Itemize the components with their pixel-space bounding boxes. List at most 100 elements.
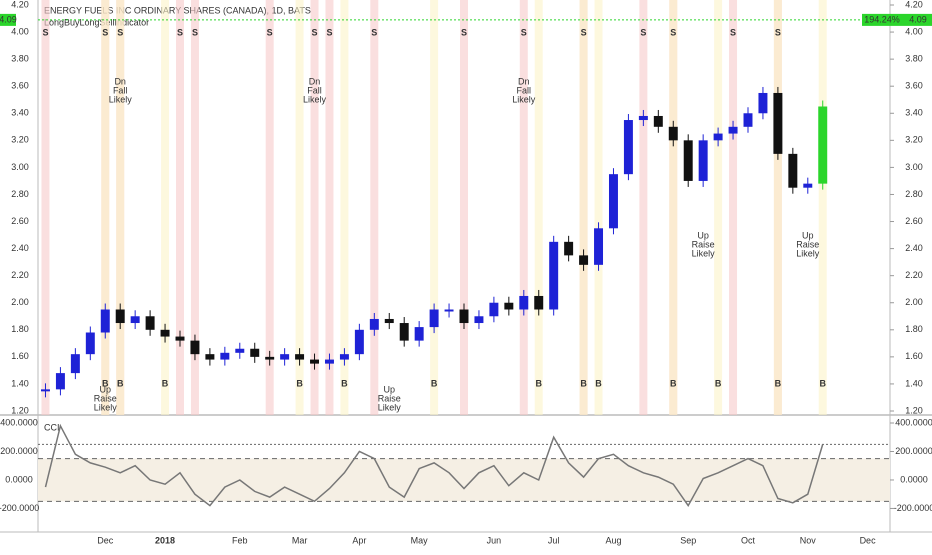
note-down: Dn	[309, 76, 321, 86]
y-tick-label: 2.20	[905, 270, 923, 280]
note-up: Likely	[94, 402, 118, 412]
candle	[623, 120, 633, 175]
price-tag-left	[0, 13, 16, 26]
signal-shade	[370, 0, 379, 415]
note-down: Likely	[109, 94, 133, 104]
candle	[579, 255, 589, 265]
note-up: Likely	[378, 402, 402, 412]
cci-tick-label-left: 0.0000	[5, 474, 33, 484]
candle	[220, 352, 230, 360]
signal-label: B	[819, 378, 826, 388]
signal-shade	[714, 0, 723, 415]
y-tick-label: 3.20	[905, 135, 923, 145]
candle	[100, 309, 110, 333]
cci-line	[44, 423, 824, 508]
candle	[130, 316, 140, 324]
candle	[474, 316, 484, 324]
signal-shade	[639, 0, 648, 415]
candle	[295, 354, 305, 360]
cci-tick-label: 200.0000	[895, 446, 932, 456]
candle	[205, 354, 215, 360]
signal-shade	[295, 0, 304, 415]
candle	[339, 354, 349, 360]
candle	[534, 295, 544, 310]
candle	[459, 309, 469, 324]
signal-label: S	[117, 27, 123, 37]
candle	[653, 115, 663, 127]
candle	[504, 302, 514, 310]
y-tick-label: 4.00	[905, 26, 923, 36]
signal-label: S	[371, 27, 377, 37]
signal-label: S	[461, 27, 467, 37]
candle	[713, 133, 723, 141]
signal-label: B	[595, 378, 602, 388]
x-tick-label: Aug	[605, 535, 621, 545]
signal-label: B	[580, 378, 587, 388]
signal-label: S	[102, 27, 108, 37]
cci-tick-label: 400.0000	[895, 417, 932, 427]
signal-shade	[594, 0, 603, 415]
candle	[594, 228, 604, 265]
signal-label: S	[267, 27, 273, 37]
y-tick-label: 3.00	[905, 162, 923, 172]
signal-shade	[325, 0, 334, 415]
signal-shade	[116, 0, 125, 415]
x-tick-label: Oct	[741, 535, 756, 545]
note-up: Raise	[692, 239, 715, 249]
signal-label: B	[670, 378, 677, 388]
cci-tick-label: -200.0000	[894, 503, 932, 513]
candle	[310, 359, 320, 364]
note-up: Raise	[94, 393, 117, 403]
y-tick-label: 1.40	[905, 378, 923, 388]
y-tick-label: 1.20	[905, 405, 923, 415]
candle	[519, 295, 529, 310]
y-tick-label: 2.80	[905, 189, 923, 199]
signal-shade	[190, 0, 199, 415]
candle	[803, 183, 813, 188]
y-tick-label: 1.60	[905, 351, 923, 361]
y-tick-label-left: 3.20	[11, 135, 29, 145]
candle	[489, 302, 499, 317]
signal-shade	[579, 0, 588, 415]
signal-shade	[340, 0, 349, 415]
signal-label: B	[117, 378, 124, 388]
candle	[40, 389, 50, 392]
y-tick-label-left: 4.20	[11, 0, 29, 9]
signal-shade	[161, 0, 170, 415]
signal-label: B	[341, 378, 348, 388]
signal-label: S	[312, 27, 318, 37]
cci-tick-label-left: 200.0000	[0, 446, 38, 456]
price-tag-right-text: 4.09	[909, 14, 927, 24]
candle	[145, 316, 155, 330]
candle	[743, 113, 753, 127]
signal-label: B	[431, 378, 438, 388]
signal-shade	[460, 0, 468, 415]
cci-tick-label: 0.0000	[900, 474, 928, 484]
candle	[70, 354, 80, 374]
signal-shade	[729, 0, 738, 415]
y-tick-label-left: 4.00	[11, 26, 29, 36]
y-tick-label-left: 2.20	[11, 270, 29, 280]
cci-band-fill	[38, 458, 890, 502]
x-tick-label: Sep	[680, 535, 696, 545]
signal-label: B	[162, 378, 169, 388]
y-tick-label-left: 3.00	[11, 162, 29, 172]
note-down: Fall	[517, 85, 532, 95]
signal-shade	[818, 0, 827, 415]
candle	[324, 359, 334, 364]
candle	[818, 106, 828, 184]
signal-shade	[176, 0, 184, 415]
signal-shade	[430, 0, 439, 415]
candle	[608, 174, 618, 229]
candle	[55, 373, 65, 390]
y-tick-label: 2.60	[905, 216, 923, 226]
x-tick-label: 2018	[155, 535, 175, 545]
price-tag-right	[862, 13, 932, 26]
signal-label: S	[775, 27, 781, 37]
candle	[265, 356, 275, 360]
note-up: Up	[384, 384, 396, 394]
note-up: Likely	[692, 248, 716, 258]
candle	[444, 309, 454, 312]
signal-label: S	[326, 27, 332, 37]
